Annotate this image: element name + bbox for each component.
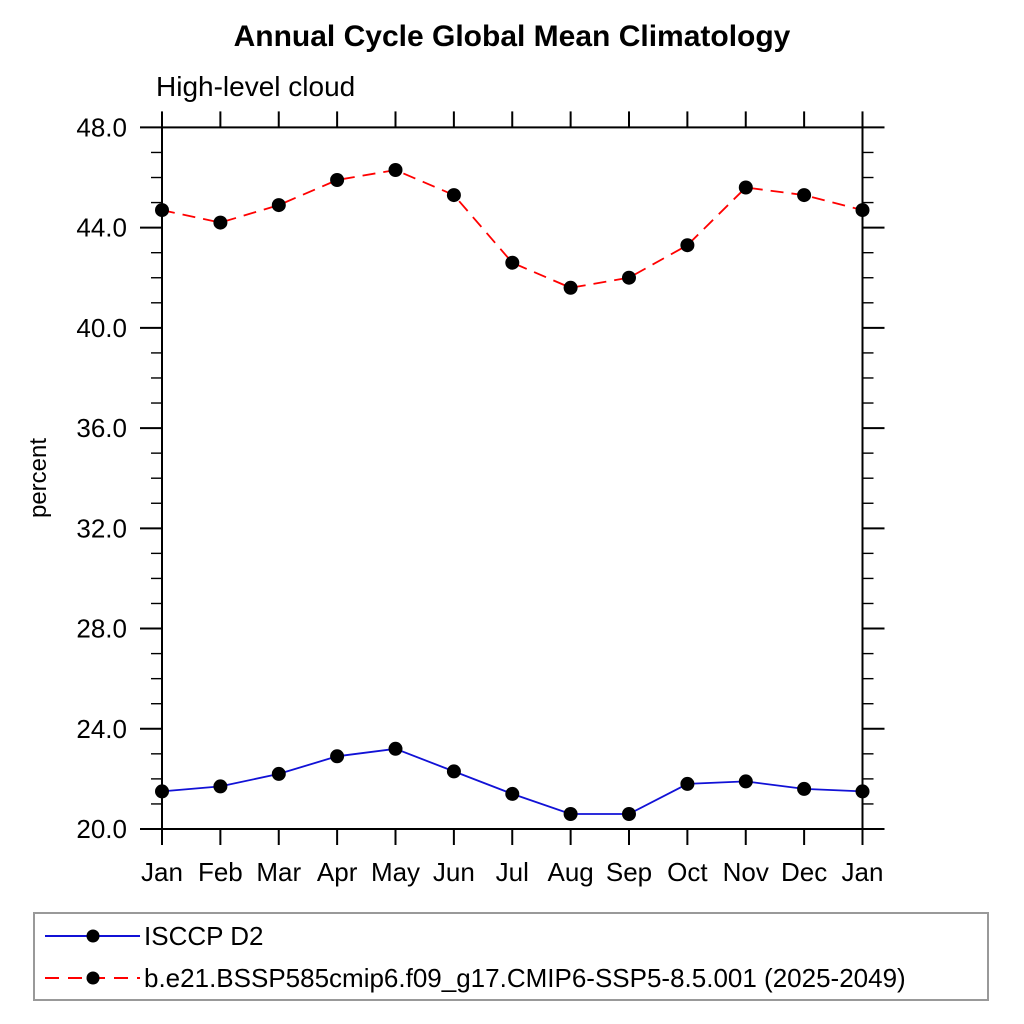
data-point-marker-1-May: [388, 163, 403, 177]
data-point-marker-0-Nov: [738, 774, 753, 789]
y-axis-tick-label: 44.0: [76, 213, 127, 243]
y-axis-tick-label: 36.0: [76, 413, 127, 443]
legend-marker-circle-icon: [86, 971, 100, 984]
data-point-marker-0-Jul: [505, 786, 520, 801]
x-axis-month-label: Jun: [433, 857, 475, 887]
x-axis-month-label: Feb: [198, 857, 243, 887]
data-point-marker-1-Aug: [563, 280, 578, 295]
data-point-marker-1-Mar: [271, 198, 286, 213]
plot-frame: [161, 126, 864, 830]
legend-label-model: b.e21.BSSP585cmip6.f09_g17.CMIP6-SSP5-8.…: [144, 962, 906, 993]
y-axis-tick-label: 32.0: [76, 513, 127, 543]
x-axis-month-label: Nov: [723, 857, 769, 887]
x-axis-month-label: Jul: [496, 857, 529, 887]
data-point-marker-0-Jan: [855, 784, 870, 799]
data-point-marker-1-Jul: [505, 255, 520, 270]
data-point-marker-0-Dec: [797, 781, 812, 796]
data-point-marker-1-Oct: [680, 238, 695, 253]
chart-subtitle: High-level cloud: [156, 71, 356, 102]
data-point-marker-0-Jan: [155, 784, 169, 799]
data-point-marker-0-Sep: [622, 807, 636, 821]
x-axis-month-label: Jan: [842, 857, 884, 887]
legend-item-isccp: ISCCP D2: [41, 915, 987, 957]
data-point-marker-0-Apr: [330, 749, 345, 764]
y-axis-tick-label: 20.0: [76, 814, 127, 844]
data-point-marker-0-Oct: [680, 776, 695, 791]
legend: ISCCP D2 b.e21.BSSP585cmip6.f09_g17.CMIP…: [33, 912, 989, 1001]
data-point-marker-0-Jun: [446, 764, 461, 779]
legend-marker-circle-icon: [86, 929, 100, 942]
x-axis-month-label: Jan: [141, 857, 183, 887]
x-axis-month-label: Sep: [606, 857, 652, 887]
data-point-marker-1-Feb: [213, 215, 228, 230]
legend-item-model: b.e21.BSSP585cmip6.f09_g17.CMIP6-SSP5-8.…: [41, 957, 987, 999]
data-point-marker-1-Dec: [797, 188, 812, 203]
data-point-marker-1-Apr: [330, 173, 345, 187]
legend-label-isccp: ISCCP D2: [144, 920, 264, 951]
y-axis-tick-label: 40.0: [76, 313, 127, 343]
legend-sample-dashed-line: [45, 971, 140, 984]
data-point-marker-0-Aug: [563, 807, 578, 821]
series-line-1: [161, 169, 863, 289]
series-line-0: [161, 747, 863, 815]
data-point-marker-0-May: [388, 741, 403, 756]
data-point-marker-0-Feb: [213, 779, 228, 794]
x-axis-month-label: May: [371, 857, 420, 887]
x-axis-month-label: Dec: [781, 857, 827, 887]
data-point-marker-1-Nov: [738, 180, 753, 195]
x-axis-month-label: Mar: [256, 857, 301, 887]
plot-area: 20.0 24.0 28.0 32.0 36.0 40.0 44.0 48.0 Jan Feb Ma…: [25, 111, 885, 887]
data-point-marker-1-Sep: [622, 270, 636, 285]
x-axis-month-label: Aug: [547, 857, 593, 887]
y-axis-tick-label: 48.0: [76, 112, 127, 142]
chart-title: Annual Cycle Global Mean Climatology: [233, 20, 791, 53]
data-point-marker-1-Jan: [155, 203, 169, 218]
data-point-marker-1-Jan: [855, 203, 870, 218]
x-axis-month-label: Oct: [667, 857, 708, 887]
y-axis-tick-label: 28.0: [76, 614, 127, 644]
y-axis-tick-label: 24.0: [76, 714, 127, 744]
legend-sample-solid-line: [45, 929, 140, 942]
x-axis-month-label: Apr: [317, 857, 358, 887]
data-point-marker-0-Mar: [271, 766, 286, 781]
data-point-marker-1-Jun: [446, 188, 461, 203]
y-axis-title: percent: [25, 438, 52, 518]
